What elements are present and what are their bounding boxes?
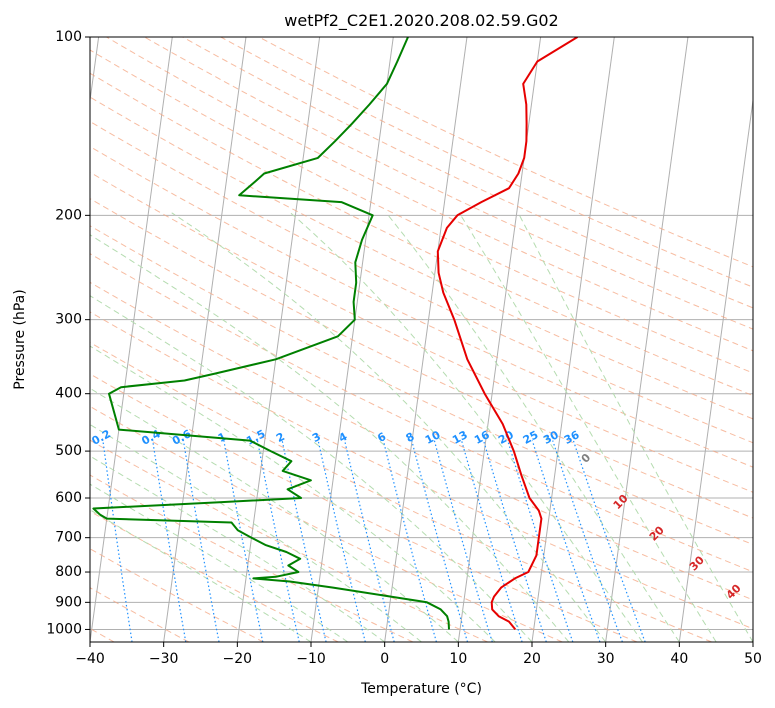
mixing-ratio-label: 16 xyxy=(472,428,492,447)
moist-adiabat xyxy=(517,212,753,642)
dry-adiabat xyxy=(90,225,753,546)
moist-adiabat xyxy=(90,345,496,642)
moist-adiabat xyxy=(90,295,533,642)
dry-adiabats xyxy=(90,37,753,642)
x-tick-label: 10 xyxy=(449,651,467,667)
x-tick-label: 40 xyxy=(670,651,688,667)
x-tick-label: −30 xyxy=(149,651,179,667)
y-tick-label: 100 xyxy=(55,29,82,45)
dewpoint-line xyxy=(92,37,450,630)
y-tick-label: 300 xyxy=(55,312,82,328)
moist-adiabat xyxy=(458,212,717,642)
mixing-ratio-line xyxy=(344,440,395,642)
y-tick-label: 600 xyxy=(55,490,82,506)
x-tick-label: 50 xyxy=(744,651,762,667)
y-tick-label: 700 xyxy=(55,530,82,546)
moist-adiabat xyxy=(290,212,643,642)
moist-adiabat xyxy=(385,212,680,642)
mixing-ratio-line xyxy=(256,440,300,642)
isotherm-line xyxy=(236,37,321,642)
x-tick-label: 20 xyxy=(523,651,541,667)
dry-adiabat xyxy=(90,405,563,642)
mixing-ratio-label: 10 xyxy=(423,428,443,447)
mixing-ratio-label: 13 xyxy=(450,428,470,447)
isotherm-line xyxy=(384,37,468,642)
mixing-ratio-line xyxy=(182,440,220,642)
y-axis-ticks: 100 200 300 400 500 600 700 800 900 1000 xyxy=(46,29,90,637)
y-tick-label: 200 xyxy=(55,207,82,223)
isotherm-line xyxy=(163,37,247,642)
mixing-ratio-line xyxy=(102,440,133,642)
moist-adiabat xyxy=(90,483,349,642)
x-tick-label: 30 xyxy=(597,651,615,667)
profile-series xyxy=(92,37,579,631)
mixing-ratio-label: 36 xyxy=(562,428,582,447)
mixing-ratio-label: 30 xyxy=(541,428,561,447)
dry-adiabat xyxy=(90,510,339,642)
mixing-ratio-line xyxy=(317,440,366,642)
moist-adiabat xyxy=(171,212,607,642)
mixing-ratio-line xyxy=(281,440,327,642)
isotherm-line xyxy=(90,37,173,642)
mixing-ratio-line xyxy=(411,440,469,642)
plot-frame xyxy=(89,36,754,643)
x-tick-label: −40 xyxy=(75,651,105,667)
moist-adiabat xyxy=(90,509,312,642)
y-tick-label: 800 xyxy=(55,564,82,580)
dry-adiabat xyxy=(90,341,712,642)
mixing-ratio-line xyxy=(552,440,623,642)
x-tick-label: −20 xyxy=(223,651,253,667)
isotherm-line xyxy=(531,37,615,642)
isotherm-line xyxy=(605,37,689,642)
moist-adiabat xyxy=(90,387,459,642)
mixing-ratio-line xyxy=(433,440,493,642)
y-tick-label: 900 xyxy=(55,594,82,610)
plot-area: 0.10.20.40.611.52346810131620253036-100-… xyxy=(90,37,753,642)
mixing-ratio-line xyxy=(223,440,264,642)
dry-adiabat xyxy=(90,281,753,601)
mixing-ratio-line xyxy=(572,440,646,642)
chart-title: wetPf2_C2E1.2020.208.02.59.G02 xyxy=(284,11,558,31)
temperature-line xyxy=(436,37,579,631)
mixing-ratio-line xyxy=(461,440,523,642)
moist-adiabats xyxy=(90,212,753,642)
moist-adiabat xyxy=(90,455,385,642)
y-tick-label: 500 xyxy=(55,443,82,459)
mixing-ratio-line xyxy=(152,440,187,642)
mixing-ratio-line xyxy=(382,440,437,642)
moist-adiabat xyxy=(90,423,422,642)
y-axis-label: Pressure (hPa) xyxy=(12,289,28,389)
x-axis-ticks: −40 −30 −20 −10 0 10 20 30 40 50 xyxy=(75,642,762,667)
mixing-ratio-lines xyxy=(102,440,646,642)
mixing-ratio-label: 25 xyxy=(521,428,541,447)
dry-adiabat xyxy=(90,439,488,642)
dry-adiabat xyxy=(90,311,753,630)
x-tick-label: −10 xyxy=(296,651,326,667)
x-tick-label: 0 xyxy=(380,651,389,667)
y-tick-label: 1000 xyxy=(46,621,82,637)
isotherm-line xyxy=(678,96,753,642)
x-axis-label: Temperature (°C) xyxy=(360,681,482,697)
y-tick-label: 400 xyxy=(55,386,82,402)
